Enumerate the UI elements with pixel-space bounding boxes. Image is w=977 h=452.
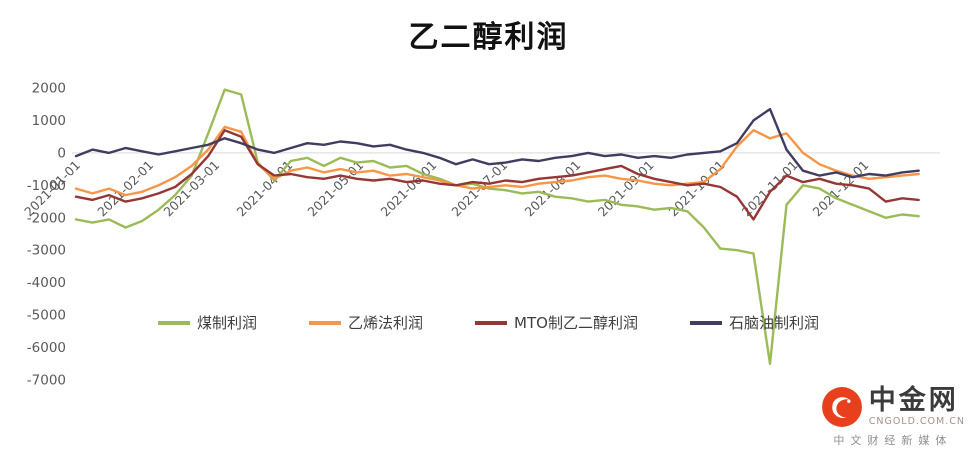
x-tick-label: 2021-08-01 <box>522 157 584 219</box>
y-tick-label: -2000 <box>27 210 66 226</box>
legend-item: 煤制利润 <box>158 312 257 333</box>
y-tick-label: -5000 <box>27 308 66 324</box>
cngold-logo-icon <box>821 387 862 427</box>
series-line-1 <box>74 88 920 365</box>
y-tick-label: 1000 <box>32 113 66 129</box>
legend-label: 煤制利润 <box>197 314 258 332</box>
legend-swatch <box>475 320 508 325</box>
legend-label: MTO制乙二醇利润 <box>514 314 638 332</box>
y-tick-label: -1000 <box>27 178 66 194</box>
y-tick-label: 2000 <box>32 81 66 97</box>
y-tick-label: -4000 <box>27 275 66 291</box>
series-line-2 <box>74 125 920 197</box>
chart-title: 乙二醇利润 <box>408 20 569 55</box>
y-tick-label: 0 <box>57 145 66 161</box>
brand-name: 中金网 <box>868 384 959 416</box>
legend-swatch <box>689 320 722 325</box>
x-tick-label: 2021-09-01 <box>595 157 657 219</box>
legend-label: 乙烯法利润 <box>348 314 424 332</box>
series-line-3 <box>74 128 920 221</box>
y-tick-label: -3000 <box>27 243 66 259</box>
legend-swatch <box>158 320 191 325</box>
legend-item: 石脑油制利润 <box>689 312 819 333</box>
legend-label: 石脑油制利润 <box>728 314 819 332</box>
y-tick-label: -6000 <box>27 340 66 356</box>
x-tick-label: 2021-02-01 <box>94 157 156 219</box>
legend-swatch <box>309 320 342 325</box>
legend-item: 乙烯法利润 <box>309 312 423 333</box>
legend-item: MTO制乙二醇利润 <box>475 312 638 333</box>
brand-domain: CNGOLD.COM.CN <box>868 416 965 428</box>
brand-tagline: 中文财经新媒体 <box>833 434 953 447</box>
x-tick-label: 2021-10-01 <box>666 157 728 219</box>
series-line-4 <box>74 107 920 179</box>
legend: 煤制利润 乙烯法利润 MTO制乙二醇利润 石脑油制利润 <box>0 312 977 333</box>
x-tick-label: 2021-05-01 <box>304 157 366 219</box>
watermark: 中金网 CNGOLD.COM.CN 中文财经新媒体 <box>821 386 965 448</box>
y-tick-label: -7000 <box>27 373 66 389</box>
